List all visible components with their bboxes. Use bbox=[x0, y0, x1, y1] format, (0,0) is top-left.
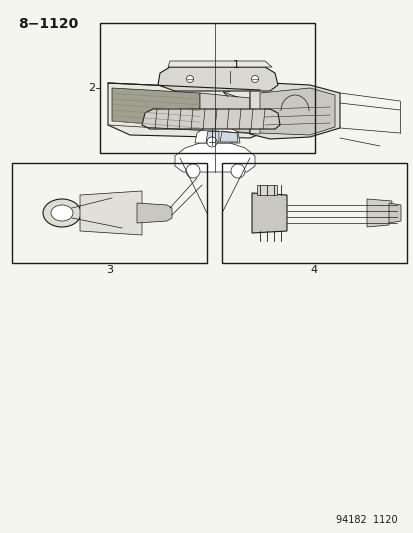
Polygon shape bbox=[112, 88, 199, 128]
Polygon shape bbox=[388, 203, 400, 223]
Polygon shape bbox=[137, 203, 171, 223]
Polygon shape bbox=[259, 88, 334, 135]
Text: 2: 2 bbox=[88, 83, 95, 93]
Polygon shape bbox=[108, 83, 259, 138]
Bar bbox=[221, 163, 406, 263]
Ellipse shape bbox=[51, 205, 73, 221]
Circle shape bbox=[206, 137, 216, 147]
Polygon shape bbox=[219, 131, 237, 142]
Circle shape bbox=[230, 164, 244, 178]
Circle shape bbox=[185, 164, 199, 178]
Bar bbox=[100, 23, 314, 153]
Polygon shape bbox=[158, 67, 277, 91]
Text: 8−1120: 8−1120 bbox=[18, 17, 78, 31]
Bar bbox=[12, 163, 206, 263]
Polygon shape bbox=[195, 128, 240, 143]
Polygon shape bbox=[80, 191, 142, 235]
Circle shape bbox=[186, 76, 193, 83]
Text: 4: 4 bbox=[310, 265, 317, 275]
Polygon shape bbox=[142, 109, 279, 129]
Text: 1: 1 bbox=[233, 60, 240, 70]
Text: 3: 3 bbox=[106, 265, 113, 275]
Polygon shape bbox=[175, 143, 254, 172]
Ellipse shape bbox=[43, 199, 81, 227]
Polygon shape bbox=[249, 83, 339, 139]
Polygon shape bbox=[168, 61, 271, 67]
Polygon shape bbox=[206, 131, 218, 142]
Polygon shape bbox=[366, 199, 391, 227]
Circle shape bbox=[251, 76, 258, 83]
Polygon shape bbox=[252, 193, 286, 233]
Polygon shape bbox=[199, 93, 249, 133]
Text: 94182  1120: 94182 1120 bbox=[335, 515, 397, 525]
Bar bbox=[256, 185, 276, 195]
